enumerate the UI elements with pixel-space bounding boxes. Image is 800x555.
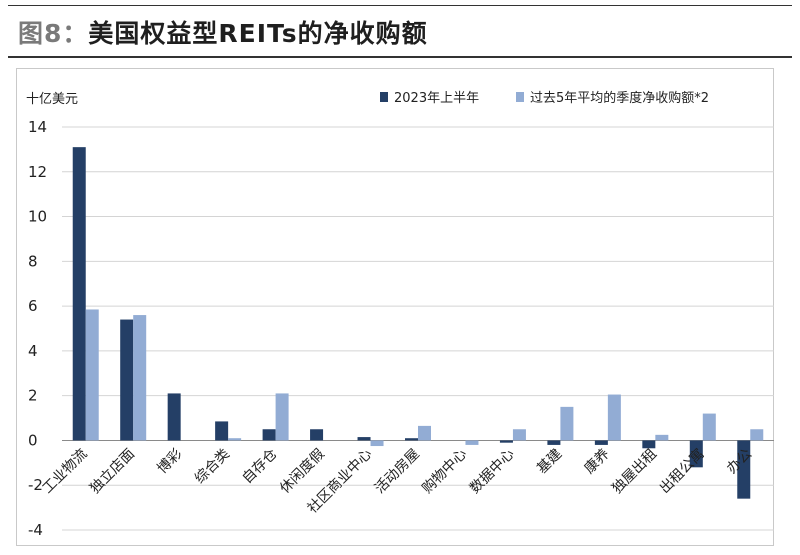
bar-five-year-avg [750, 429, 764, 441]
y-tick-label: -2 [28, 476, 43, 494]
x-tick-label: 数据中心 [467, 446, 518, 497]
bar-five-year-avg [275, 393, 289, 441]
x-tick-label: 工业物流 [40, 446, 91, 497]
top-rule [8, 5, 792, 6]
bar-h1-2023 [72, 147, 86, 441]
bar-h1-2023 [737, 440, 751, 499]
figure-title: 美国权益型REITs的净收购额 [88, 19, 428, 48]
figure-heading: 图8：美国权益型REITs的净收购额 [18, 14, 428, 50]
x-tick-label: 基建 [533, 445, 565, 477]
bar-five-year-avg [512, 429, 526, 441]
x-tick-label: 独屋出租 [609, 446, 660, 497]
y-tick-label: 0 [28, 431, 38, 449]
x-tick-label: 出租公寓 [656, 445, 708, 497]
y-tick-label: 10 [28, 208, 47, 226]
x-tick-label: 博彩 [154, 445, 186, 477]
y-tick-label: 6 [28, 297, 38, 315]
bar-five-year-avg [133, 315, 147, 441]
y-tick-label: -4 [28, 521, 43, 539]
bar-h1-2023 [310, 429, 324, 441]
bar-h1-2023 [215, 421, 229, 441]
bar-h1-2023 [499, 440, 513, 443]
bar-five-year-avg [85, 309, 99, 441]
bar-h1-2023 [167, 393, 181, 441]
x-tick-label: 自存仓 [239, 446, 280, 487]
bar-h1-2023 [689, 440, 703, 468]
legend-label: 过去5年平均的季度净收购额*2 [530, 90, 709, 106]
legend-swatch [516, 92, 524, 102]
y-tick-label: 12 [28, 163, 47, 181]
x-tick-label: 独立店面 [87, 446, 138, 497]
bar-h1-2023 [594, 440, 608, 445]
bar-five-year-avg [465, 440, 479, 445]
bar-five-year-avg [702, 413, 716, 441]
x-tick-label: 购物中心 [419, 446, 470, 497]
bar-five-year-avg [560, 406, 574, 441]
bar-h1-2023 [357, 437, 371, 441]
x-tick-label: 办公 [724, 446, 755, 477]
bars [72, 147, 764, 499]
bar-five-year-avg [655, 434, 669, 441]
title-rule [8, 56, 792, 58]
y-tick-label: 4 [28, 342, 38, 360]
y-tick-labels: -4 -2 0 2 4 6 8 10 12 14 [28, 118, 47, 539]
y-tick-label: 8 [28, 252, 38, 270]
legend-label: 2023年上半年 [394, 91, 479, 106]
bar-h1-2023 [120, 319, 134, 441]
bar-h1-2023 [262, 429, 276, 441]
x-tick-label: 综合类 [192, 446, 233, 487]
bar-five-year-avg [418, 425, 431, 441]
legend-swatch [380, 92, 388, 102]
chart-panel [16, 68, 774, 546]
bar-five-year-avg [228, 438, 242, 441]
bar-five-year-avg [607, 394, 621, 441]
bar-h1-2023 [405, 438, 418, 441]
legend: 2023年上半年 过去5年平均的季度净收购额*2 [380, 90, 709, 106]
x-tick-label: 康养 [581, 445, 613, 477]
bar-five-year-avg [370, 440, 384, 447]
figure-label: 图8： [18, 19, 89, 48]
y-tick-label: 14 [28, 118, 47, 136]
y-tick-label: 2 [28, 387, 38, 405]
y-unit-label: 十亿美元 [26, 92, 78, 107]
x-tick-label: 活动房屋 [372, 446, 423, 497]
bar-h1-2023 [547, 440, 561, 445]
bar-h1-2023 [642, 440, 656, 449]
